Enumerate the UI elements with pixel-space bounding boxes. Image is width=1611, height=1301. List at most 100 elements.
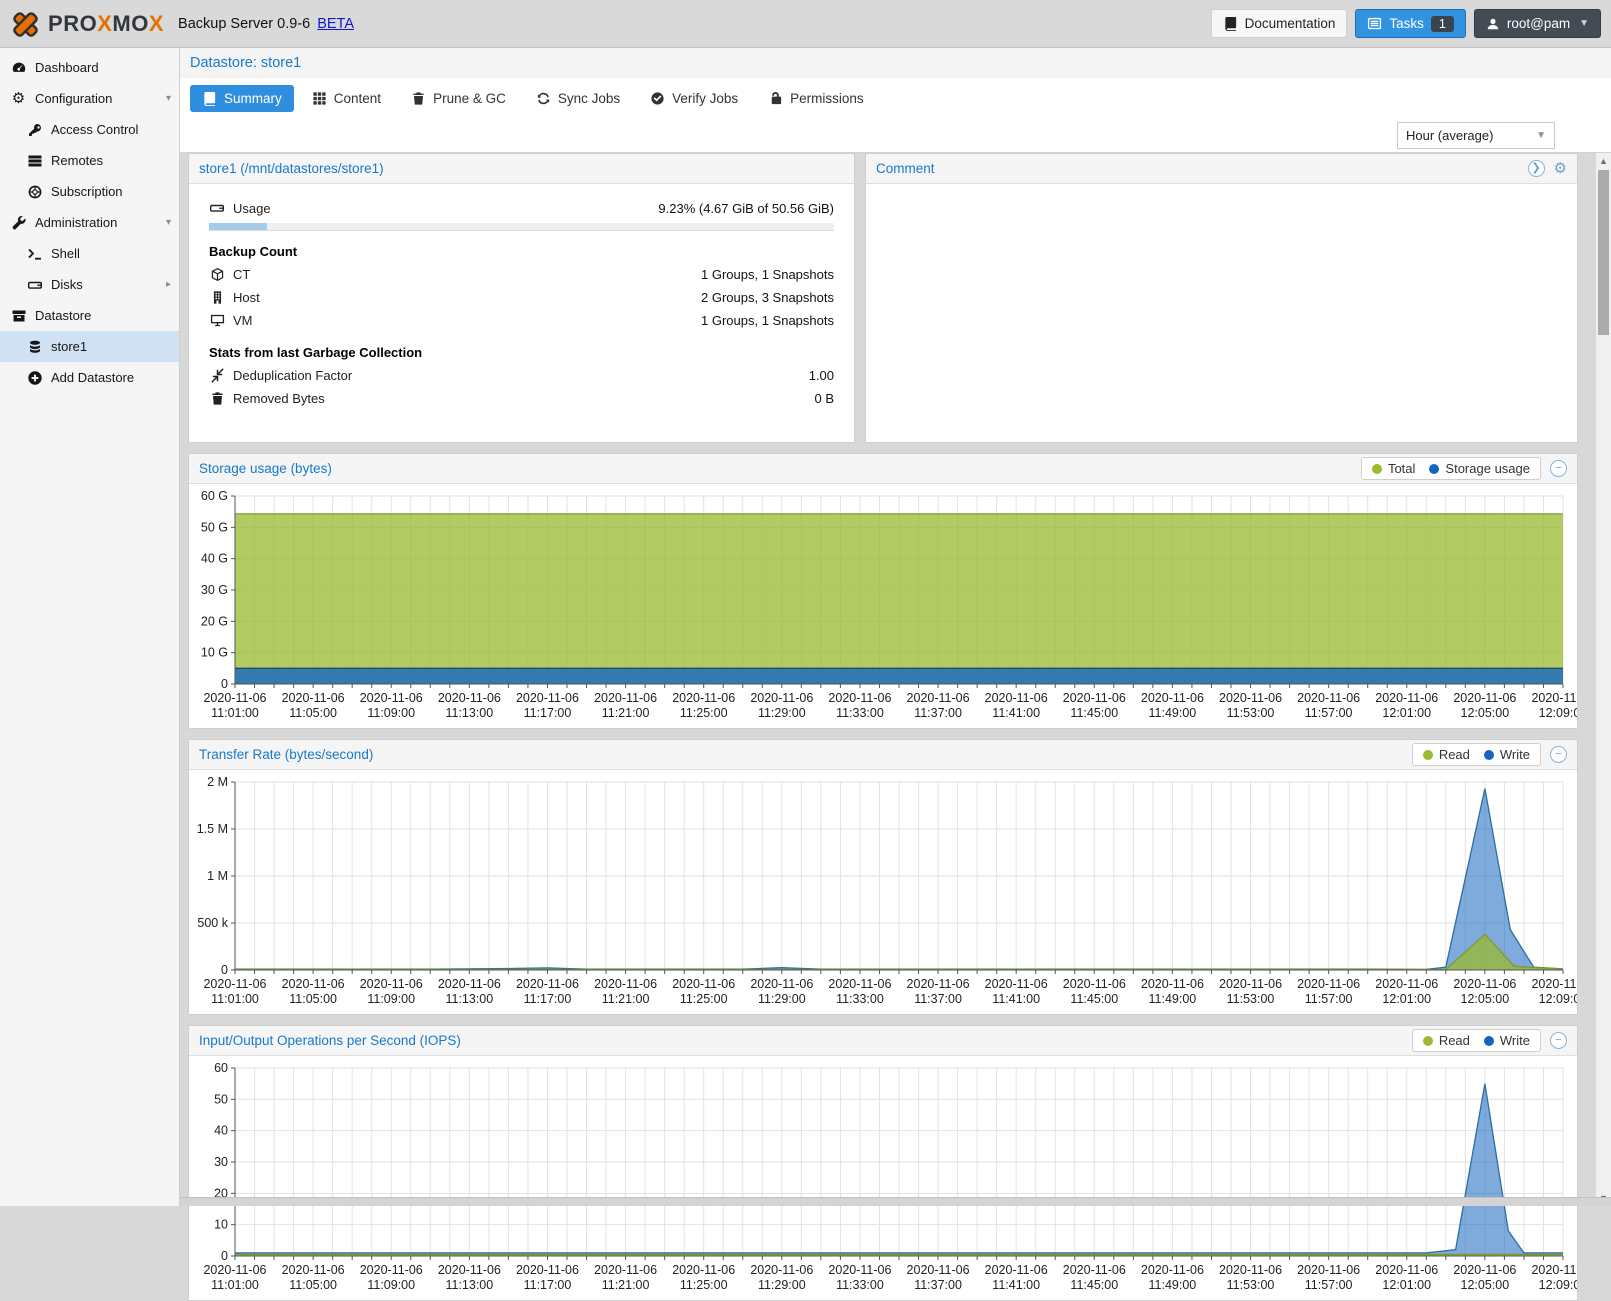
sidebar: Dashboard ⚙ Configuration ▾ Access Control Re… — [0, 48, 180, 1206]
tab-summary[interactable]: Summary — [190, 84, 294, 112]
legend-item-write[interactable]: Write — [1483, 1033, 1530, 1048]
svg-text:2020-11-06: 2020-11-06 — [516, 977, 579, 991]
svg-text:2020-11-06: 2020-11-06 — [1141, 691, 1204, 705]
svg-text:0: 0 — [221, 1249, 228, 1263]
sidebar-item-subscription[interactable]: Subscription — [0, 176, 179, 207]
sidebar-item-label: Configuration — [35, 91, 113, 106]
sidebar-item-remotes[interactable]: Remotes — [0, 145, 179, 176]
wrench-icon — [10, 215, 27, 231]
svg-text:2020-11-06: 2020-11-06 — [750, 1263, 813, 1277]
svg-text:11:37:00: 11:37:00 — [914, 706, 962, 720]
sidebar-item-store1[interactable]: store1 — [0, 331, 179, 362]
legend-dot-icon — [1483, 1035, 1494, 1046]
svg-text:11:29:00: 11:29:00 — [758, 992, 806, 1006]
svg-text:2020-11-06: 2020-11-06 — [203, 977, 266, 991]
svg-text:11:53:00: 11:53:00 — [1227, 1278, 1275, 1292]
book-icon — [1223, 16, 1238, 31]
tab-prune-gc[interactable]: Prune & GC — [399, 85, 518, 112]
documentation-button[interactable]: Documentation — [1210, 9, 1348, 38]
usage-label: Usage — [233, 200, 271, 216]
svg-text:11:21:00: 11:21:00 — [602, 706, 650, 720]
legend-dot-icon — [1371, 463, 1382, 474]
user-menu-button[interactable]: root@pam ▼ — [1473, 9, 1601, 38]
svg-text:2020-11-06: 2020-11-06 — [360, 691, 423, 705]
svg-text:11:01:00: 11:01:00 — [211, 706, 259, 720]
tab-permissions[interactable]: Permissions — [756, 85, 876, 112]
scrollbar-thumb[interactable] — [1598, 170, 1609, 335]
comment-body[interactable] — [866, 184, 1577, 442]
chevron-right-circle-icon[interactable]: ❯ — [1527, 160, 1545, 177]
svg-text:20 G: 20 G — [201, 614, 228, 628]
svg-text:2020-11-06: 2020-11-06 — [438, 977, 501, 991]
legend-item-write[interactable]: Write — [1483, 747, 1530, 762]
legend-label: Read — [1438, 747, 1470, 762]
svg-text:11:49:00: 11:49:00 — [1149, 706, 1197, 720]
svg-text:12:09:00: 12:09:00 — [1539, 706, 1577, 720]
proxmox-logo-icon — [10, 9, 40, 39]
sidebar-item-administration[interactable]: Administration ▾ — [0, 207, 179, 238]
sidebar-item-datastore[interactable]: Datastore — [0, 300, 179, 331]
removed-bytes-row: Removed Bytes 0 B — [209, 387, 834, 410]
sidebar-item-access-control[interactable]: Access Control — [0, 114, 179, 145]
sidebar-item-disks[interactable]: Disks ▸ — [0, 269, 179, 300]
svg-text:12:05:00: 12:05:00 — [1461, 1278, 1510, 1292]
svg-text:2020-11-06: 2020-11-06 — [1297, 691, 1360, 705]
svg-text:12:05:00: 12:05:00 — [1461, 992, 1510, 1006]
svg-text:2020-11-06: 2020-11-06 — [672, 977, 735, 991]
sidebar-item-shell[interactable]: Shell — [0, 238, 179, 269]
ct-value: 1 Groups, 1 Snapshots — [701, 267, 834, 282]
tasks-button[interactable]: Tasks 1 — [1355, 9, 1466, 38]
legend-label: Storage usage — [1445, 461, 1530, 476]
vertical-scrollbar[interactable]: ▲ ▼ — [1595, 153, 1611, 1206]
tab-content[interactable]: Content — [300, 85, 393, 112]
svg-text:2020-11-06: 2020-11-06 — [203, 691, 266, 705]
cube-icon — [209, 267, 225, 282]
legend-label: Total — [1387, 461, 1416, 476]
unlock-icon — [768, 91, 783, 106]
chevron-down-icon[interactable]: ▾ — [165, 93, 171, 104]
legend-label: Write — [1499, 1033, 1530, 1048]
tab-verify-jobs[interactable]: Verify Jobs — [638, 85, 750, 112]
gear-icon[interactable]: ⚙ — [1553, 159, 1567, 177]
svg-text:11:41:00: 11:41:00 — [992, 1278, 1040, 1292]
svg-text:11:05:00: 11:05:00 — [289, 706, 337, 720]
chevron-down-icon[interactable]: ▾ — [165, 217, 171, 228]
svg-text:11:13:00: 11:13:00 — [445, 992, 493, 1006]
collapse-icon[interactable]: − — [1550, 1032, 1567, 1049]
svg-text:2 M: 2 M — [207, 775, 228, 789]
svg-text:11:49:00: 11:49:00 — [1149, 992, 1197, 1006]
iops-chart-panel: Input/Output Operations per Second (IOPS… — [188, 1025, 1578, 1301]
tab-sync-jobs[interactable]: Sync Jobs — [524, 85, 632, 112]
grid-icon — [312, 91, 327, 106]
legend-item-storage-usage[interactable]: Storage usage — [1429, 461, 1530, 476]
usage-row: Usage 9.23% (4.67 GiB of 50.56 GiB) — [209, 196, 834, 220]
legend-item-read[interactable]: Read — [1422, 747, 1470, 762]
legend-item-read[interactable]: Read — [1422, 1033, 1470, 1048]
tab-label: Prune & GC — [433, 90, 506, 106]
legend-item-total[interactable]: Total — [1371, 461, 1416, 476]
svg-text:2020-11-06: 2020-11-06 — [1375, 1263, 1438, 1277]
svg-text:11:25:00: 11:25:00 — [680, 706, 728, 720]
sidebar-item-dashboard[interactable]: Dashboard — [0, 52, 179, 83]
sidebar-item-configuration[interactable]: ⚙ Configuration ▾ — [0, 83, 179, 114]
svg-text:2020-11-06: 2020-11-06 — [1375, 691, 1438, 705]
building-icon — [209, 290, 225, 305]
ct-row: CT 1 Groups, 1 Snapshots — [209, 263, 834, 286]
scroll-up-arrow[interactable]: ▲ — [1599, 156, 1608, 166]
collapse-icon[interactable]: − — [1550, 746, 1567, 763]
bottom-edge-strip — [180, 1197, 1611, 1206]
svg-text:12:01:00: 12:01:00 — [1382, 992, 1431, 1006]
svg-text:2020-11-06: 2020-11-06 — [1531, 1263, 1577, 1277]
datastore-summary-panel: store1 (/mnt/datastores/store1) Usage 9.… — [188, 153, 855, 443]
svg-text:2020-11-06: 2020-11-06 — [1453, 1263, 1516, 1277]
svg-text:11:33:00: 11:33:00 — [836, 706, 884, 720]
timeframe-select[interactable]: Hour (average) ▼ — [1397, 121, 1555, 149]
chevron-right-icon[interactable]: ▸ — [165, 279, 171, 290]
svg-text:0: 0 — [221, 677, 228, 691]
svg-text:11:29:00: 11:29:00 — [758, 706, 806, 720]
collapse-icon[interactable]: − — [1550, 460, 1567, 477]
beta-link[interactable]: BETA — [317, 15, 355, 32]
sidebar-item-label: Access Control — [51, 122, 139, 137]
sidebar-item-add-datastore[interactable]: Add Datastore — [0, 362, 179, 393]
